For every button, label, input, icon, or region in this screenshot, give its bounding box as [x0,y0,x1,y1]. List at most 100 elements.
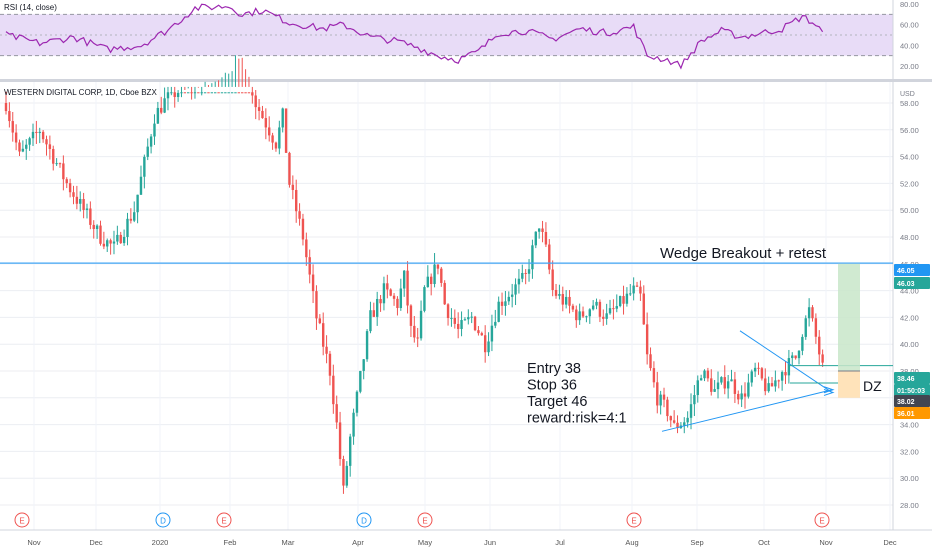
candle [666,396,669,422]
candle [402,270,406,297]
price-tag-bg [894,395,930,407]
candle-body [642,293,645,325]
wedge-lower-line[interactable] [661,389,833,432]
event-marker-circle[interactable] [626,512,642,528]
candle-body [696,380,699,396]
candle-body [392,295,396,299]
time-axis-label: May [418,538,432,547]
candle-body [389,289,392,296]
event-marker-circle[interactable] [155,512,171,528]
candle [230,71,234,94]
event-marker-circle[interactable] [417,512,433,528]
event-marker[interactable]: D [356,512,372,528]
candle-body [271,135,274,143]
event-marker[interactable]: E [216,512,232,528]
candle-body [396,298,399,309]
candle-body [180,92,183,94]
candle [375,291,379,326]
candle-body [203,92,207,94]
candle-body [720,377,723,383]
candle [305,232,308,266]
candle-body [62,163,65,180]
candle [4,91,8,115]
candle-body [261,110,264,119]
candle [254,89,257,120]
candle-body [89,208,92,225]
candle-body [72,192,75,197]
event-marker-circle[interactable] [356,512,372,528]
candle [524,269,527,285]
candle-body [618,296,622,307]
event-marker-label: D [361,517,367,526]
event-marker[interactable]: E [814,512,830,528]
candle [699,374,703,381]
price-tag-label: 01:50:03 [897,388,925,395]
candle [463,317,467,321]
candle-body [85,208,89,210]
candle-body [753,367,757,372]
candle-body [581,311,585,317]
candle-body [598,301,602,317]
candle [166,86,170,111]
candle-body [281,108,284,128]
candle-body [443,282,446,305]
event-marker[interactable]: E [626,512,642,528]
panel-separator[interactable] [0,79,932,82]
wedge-upper-line[interactable] [739,330,833,393]
candle-body [639,286,642,294]
candle-body [669,416,672,421]
candle-body [743,393,747,397]
event-marker-circle[interactable] [14,512,30,528]
candle-body [45,139,48,145]
candle [298,203,301,226]
price-axis-label: 42.00 [900,313,919,322]
candle [618,295,622,308]
time-axis-label: Nov [27,538,41,547]
event-marker[interactable]: E [417,512,433,528]
candle-body [362,359,365,371]
reward-zone[interactable] [838,263,860,371]
candle [605,303,608,325]
candle-body [126,218,129,237]
candle [440,266,443,287]
candle-body [548,244,551,270]
candle [75,185,79,210]
risk-zone[interactable] [838,371,860,398]
candle [470,312,473,324]
candle-body [591,305,595,310]
candle [28,136,31,151]
candle-body [713,389,716,392]
candle-body [325,346,328,354]
candle [116,225,119,245]
candle-body [504,301,507,306]
candle-body [224,92,227,94]
candle-body [170,92,173,94]
candle-body [463,319,467,321]
candle-body [187,92,190,94]
candle-body [234,92,237,94]
rsi-axis-label: 40.00 [900,41,919,50]
candle [382,276,386,311]
candle-body [625,293,629,304]
candle [176,90,180,102]
candle [487,332,490,357]
rsi-axis-label: 80.00 [900,0,919,9]
candle [413,315,416,343]
candle [473,315,477,332]
candle-body [794,355,797,359]
price-tag: 38.46 [894,372,930,384]
candle-body [355,391,359,413]
candle [268,116,271,142]
event-marker-circle[interactable] [216,512,232,528]
event-marker-circle[interactable] [814,512,830,528]
candle [770,377,774,387]
candle [55,158,58,167]
event-marker[interactable]: E [14,512,30,528]
candle-body [683,422,686,426]
candle [102,231,106,250]
candle-body [440,268,443,283]
event-marker[interactable]: D [155,512,171,528]
candle [291,175,295,200]
